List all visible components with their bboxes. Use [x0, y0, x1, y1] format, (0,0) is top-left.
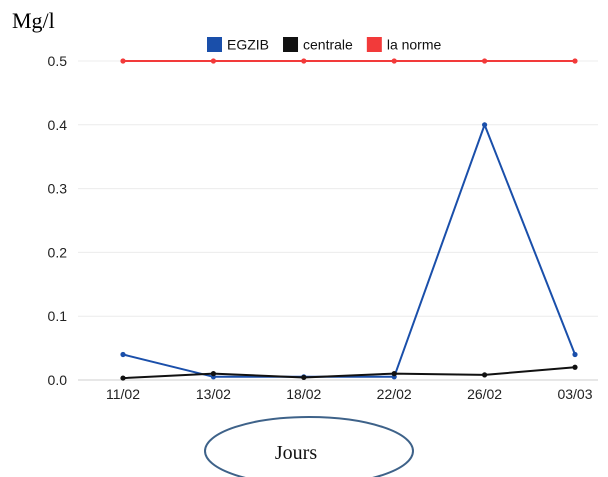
legend-label: centrale: [303, 37, 353, 53]
y-tick-label: 0.5: [48, 53, 68, 69]
y-tick-label: 0.0: [48, 372, 68, 388]
legend-swatch: [207, 37, 222, 52]
data-point: [391, 371, 397, 377]
y-tick-label: 0.4: [48, 117, 68, 133]
x-tick-label: 03/03: [557, 386, 592, 402]
data-point: [572, 58, 578, 64]
legend-swatch: [366, 37, 382, 52]
y-tick-label: 0.1: [48, 308, 68, 324]
data-point: [301, 374, 307, 381]
data-point: [482, 122, 488, 128]
series-line: [122, 366, 576, 380]
data-point: [210, 371, 216, 377]
data-point: [120, 351, 126, 358]
data-point: [120, 58, 126, 64]
series-line: [122, 121, 576, 378]
legend-label: EGZIB: [227, 37, 269, 53]
data-point: [391, 58, 397, 64]
x-tick-label: 22/02: [377, 386, 412, 402]
data-point: [210, 58, 216, 64]
y-tick-label: 0.2: [48, 244, 68, 260]
x-tick-label: 13/02: [196, 386, 231, 402]
x-axis-label-ellipse: [204, 416, 414, 477]
data-point: [572, 364, 578, 370]
y-axis-unit-label: Mg/l: [12, 8, 55, 33]
data-point: [301, 58, 307, 64]
data-point: [572, 351, 578, 358]
y-tick-label: 0.3: [48, 181, 68, 197]
x-axis-label: Jours: [275, 442, 317, 464]
legend-label: la norme: [387, 37, 442, 53]
data-point: [482, 372, 488, 378]
legend-swatch: [283, 37, 299, 52]
data-point: [482, 58, 488, 64]
x-tick-label: 26/02: [467, 386, 502, 402]
data-point: [120, 375, 126, 381]
x-tick-label: 11/02: [106, 386, 140, 402]
x-tick-label: 18/02: [286, 386, 321, 402]
